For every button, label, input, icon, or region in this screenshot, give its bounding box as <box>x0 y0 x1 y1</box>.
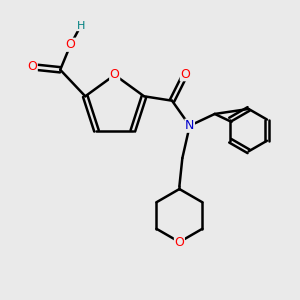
Text: O: O <box>110 68 120 81</box>
Text: O: O <box>66 38 76 51</box>
Text: O: O <box>175 236 184 248</box>
Text: H: H <box>77 21 85 31</box>
Text: O: O <box>180 68 190 81</box>
Text: N: N <box>185 119 194 132</box>
Text: O: O <box>27 60 37 73</box>
